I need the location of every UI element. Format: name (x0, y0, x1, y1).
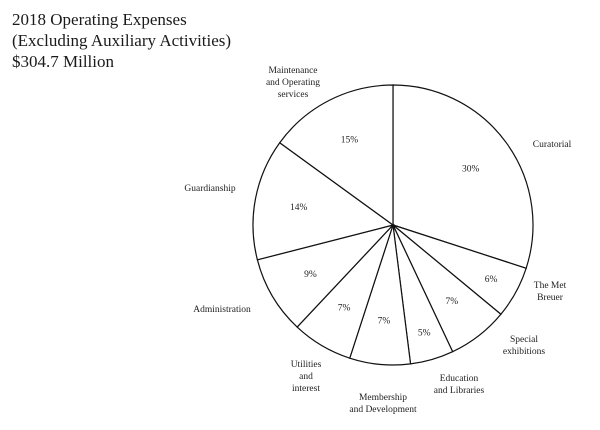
category-label-line: services (278, 90, 309, 100)
category-label-line: Curatorial (533, 140, 572, 150)
category-label-line: The Met (534, 281, 567, 291)
pie-slices (252, 84, 534, 366)
category-label-line: Guardianship (184, 184, 235, 194)
category-label-line: and Operating (266, 78, 320, 88)
category-label-line: exhibitions (503, 347, 546, 357)
percent-label-maintenance-and-operating-services: 15% (341, 136, 359, 146)
percent-label-the-met-breuer: 6% (485, 275, 498, 285)
percent-label-guardianship: 14% (290, 203, 308, 213)
chart-title-block: 2018 Operating Expenses (Excluding Auxil… (12, 9, 231, 72)
percent-label-membership-and-development: 7% (378, 317, 391, 327)
pie-slice-maintenance-and-operating-services (278, 84, 394, 227)
category-label-guardianship: Guardianship (184, 184, 235, 194)
category-label-line: Education (440, 374, 479, 384)
category-label-education-and-libraries: Education and Libraries (434, 374, 485, 396)
pie-slice-guardianship (252, 141, 395, 261)
category-label-utilities-and-interest: Utilities and interest (291, 360, 322, 394)
category-label-the-met-breuer: The Met Breuer (534, 281, 567, 303)
category-label-membership-and-development: Membership and Development (349, 393, 417, 415)
pie-slice-curatorial (392, 84, 534, 270)
category-label-line: Breuer (537, 293, 564, 303)
percent-label-curatorial: 30% (462, 165, 480, 175)
category-label-line: Maintenance (268, 66, 317, 76)
category-label-line: interest (292, 384, 320, 394)
category-label-maintenance-and-operating-services: Maintenance and Operating services (266, 66, 320, 100)
category-label-line: Administration (193, 305, 251, 315)
percent-label-administration: 9% (304, 270, 317, 280)
category-label-administration: Administration (193, 305, 251, 315)
percent-label-special-exhibitions: 7% (445, 297, 458, 307)
pie-slice-administration (256, 223, 395, 328)
category-labels: Curatorial The Met Breuer Special exhibition… (184, 66, 571, 415)
category-label-line: Utilities (291, 360, 322, 370)
category-label-line: and (299, 372, 313, 382)
category-label-curatorial: Curatorial (533, 140, 572, 150)
percent-labels: 30% 6% 7% 5% 7% 7% 9% 14% 15% (290, 136, 498, 339)
category-label-line: Membership (359, 393, 407, 403)
percent-label-education-and-libraries: 5% (418, 329, 431, 339)
chart-title: 2018 Operating Expenses (12, 10, 187, 29)
chart-subtitle: (Excluding Auxiliary Activities) (12, 31, 232, 50)
chart-total: $304.7 Million (12, 52, 115, 71)
percent-label-utilities-and-interest: 7% (338, 304, 351, 314)
category-label-special-exhibitions: Special exhibitions (503, 335, 546, 357)
category-label-line: and Libraries (434, 386, 485, 396)
category-label-line: Special (510, 335, 538, 345)
category-label-line: and Development (349, 405, 417, 415)
